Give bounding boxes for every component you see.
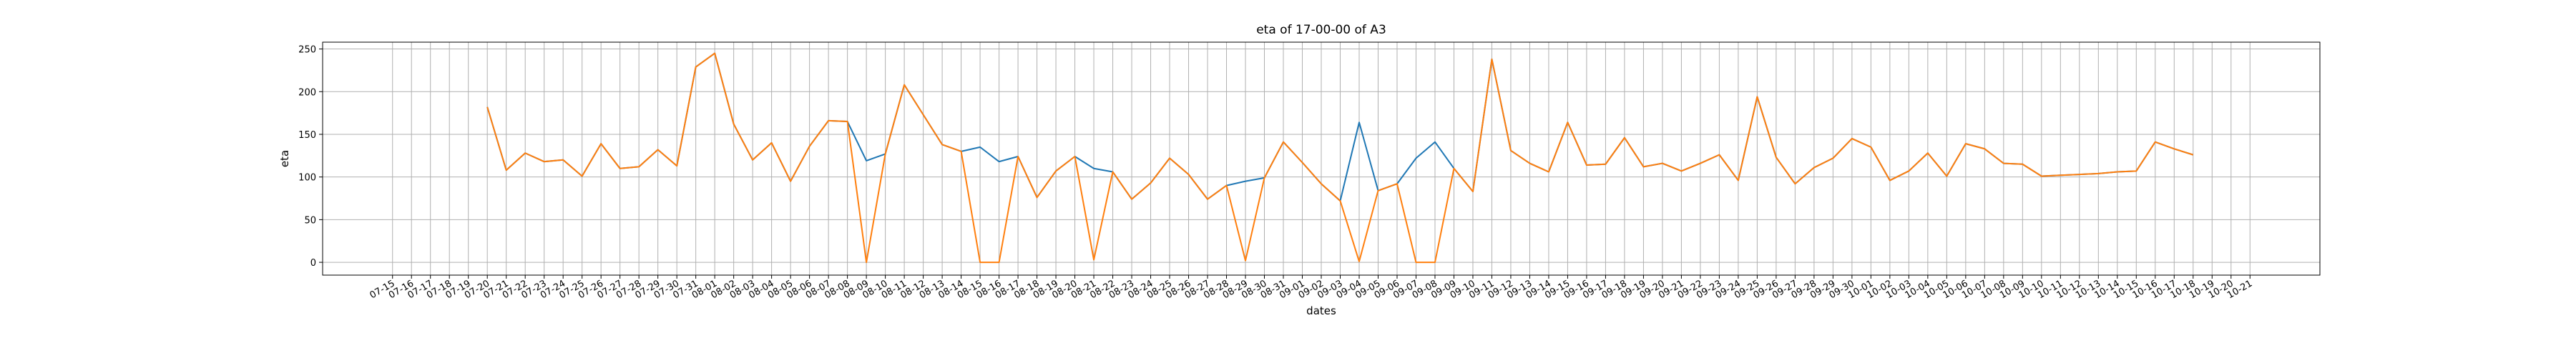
y-tick-label: 0: [310, 258, 316, 269]
y-tick-label: 250: [298, 45, 316, 56]
y-axis-label: eta: [278, 150, 291, 167]
y-tick-label: 100: [298, 173, 316, 184]
grid: [323, 42, 2320, 275]
y-tick-label: 50: [304, 215, 316, 226]
y-tick-label: 150: [298, 130, 316, 141]
x-axis-label: dates: [1306, 304, 1336, 317]
axes: [319, 41, 2321, 279]
y-tick-label: 200: [298, 87, 316, 98]
series-line-2: [486, 52, 2194, 264]
series-lines: [486, 52, 2194, 264]
chart-title: eta of 17-00-00 of A3: [1256, 23, 1386, 37]
plot-frame: [322, 41, 2321, 276]
